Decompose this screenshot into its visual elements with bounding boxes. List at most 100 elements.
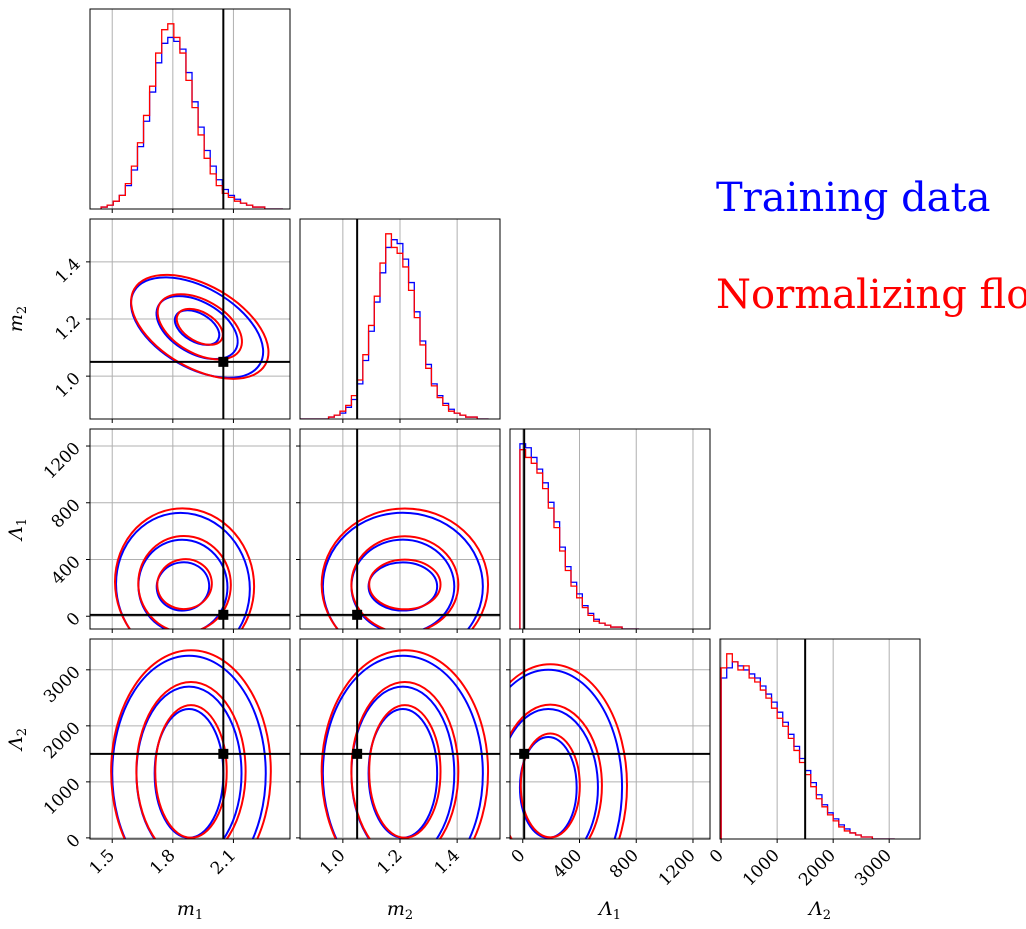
xlabel-main: Λ [597, 898, 613, 920]
panel-frame [89, 638, 291, 840]
truth-marker [519, 748, 530, 759]
hist-training-Λ2 [720, 661, 895, 839]
contour-training-2 [137, 538, 229, 629]
truth-marker [218, 748, 229, 759]
truth-marker [218, 609, 229, 620]
panel-Λ1-Λ2 [506, 638, 711, 843]
ytick-Λ1-1200: 1200 [40, 439, 85, 484]
panel-m2-m2 [299, 218, 501, 423]
xlabel-m1: m1 [177, 898, 203, 923]
contour-training-1 [155, 561, 211, 612]
xtick-Λ1-1200: 1200 [655, 846, 700, 891]
ylabel-main: Λ [5, 526, 27, 542]
hist-training-m2 [300, 239, 489, 419]
contour-flow-3 [320, 649, 490, 839]
panel-content [720, 639, 895, 839]
panel-Λ1-Λ1 [509, 428, 711, 633]
truth-marker [352, 748, 363, 759]
xlabel-main: m [387, 898, 405, 920]
contour-training-3 [129, 276, 265, 379]
ytick-m2-1.4: 1.4 [51, 254, 84, 287]
contour-flow-2 [350, 681, 460, 839]
contour-training-1 [173, 309, 221, 346]
xlabel-sub: 1 [613, 908, 621, 923]
xlabel-sub: 2 [823, 908, 831, 923]
hist-flow-m1 [100, 23, 283, 209]
ylabel-main: m [5, 314, 27, 332]
contour-flow-3 [320, 507, 490, 629]
panel-frame [719, 638, 921, 840]
contour-flow-1 [154, 704, 228, 839]
ylabel-Λ2: Λ2 [5, 728, 30, 752]
xlabel-main: Λ [807, 898, 823, 920]
contour-flow-2 [135, 681, 247, 839]
panel-m1-Λ1 [86, 428, 291, 633]
ytick-m2-1.2: 1.2 [51, 312, 84, 345]
panel-m2-Λ1 [296, 428, 501, 633]
panel-content [90, 429, 290, 629]
panel-m1-m2 [86, 218, 291, 423]
contour-flow-3 [510, 663, 628, 839]
contour-training-3 [321, 654, 484, 839]
xtick-m2-1.2: 1.2 [373, 846, 406, 879]
panel-frame [509, 428, 711, 630]
ytick-Λ2-1000: 1000 [40, 774, 85, 819]
panel-m1-m1 [89, 8, 291, 213]
contour-flow-3 [110, 649, 272, 839]
panel-content [300, 429, 500, 629]
contour-flow-2 [137, 534, 232, 629]
xtick-m1-2.1: 2.1 [207, 846, 240, 879]
xtick-m2-1.4: 1.4 [431, 846, 464, 879]
xtick-Λ1-400: 400 [549, 846, 586, 883]
contour-flow-2 [156, 293, 243, 361]
contour-flow-1 [368, 558, 442, 611]
contour-flow-1 [368, 704, 442, 839]
xtick-Λ2-3000: 3000 [851, 846, 896, 891]
truth-marker [218, 356, 229, 367]
contour-flow-1 [519, 732, 581, 839]
ytick-Λ2-2000: 2000 [40, 718, 85, 763]
panel-content [510, 639, 710, 839]
panel-content [300, 219, 489, 419]
contour-flow-3 [130, 273, 270, 380]
xtick-Λ2-1000: 1000 [739, 846, 784, 891]
contour-training-2 [510, 708, 599, 839]
contour-flow-2 [510, 703, 603, 839]
panel-frame [509, 638, 711, 840]
xlabel-m2: m2 [387, 898, 413, 923]
contour-flow-1 [156, 558, 213, 611]
contour-training-3 [510, 668, 624, 839]
ylabel-sub: 2 [15, 728, 30, 736]
ytick-Λ2-3000: 3000 [40, 662, 85, 707]
panel-content [300, 639, 500, 839]
legend-training: Training data [716, 175, 991, 221]
contour-flow-2 [350, 535, 460, 629]
xtick-m1-1.8: 1.8 [146, 846, 179, 879]
xlabel-Λ2: Λ2 [807, 898, 831, 923]
ylabel-sub: 1 [15, 518, 30, 526]
contour-flow-3 [114, 507, 256, 629]
ylabel-Λ1: Λ1 [5, 518, 30, 542]
panel-frame [89, 428, 291, 630]
xtick-Λ2-0: 0 [706, 846, 728, 868]
contour-training-3 [111, 654, 267, 839]
xlabel-main: m [177, 898, 195, 920]
panel-Λ2-Λ2 [719, 638, 921, 843]
ytick-m2-1.0: 1.0 [51, 369, 84, 402]
xlabel-sub: 2 [405, 908, 413, 923]
ytick-Λ1-800: 800 [48, 495, 85, 532]
hist-flow-Λ2 [720, 653, 895, 839]
contour-training-3 [115, 511, 251, 629]
xtick-m1-1.5: 1.5 [86, 846, 119, 879]
ylabel-main: Λ [5, 736, 27, 752]
ylabel-m2: m2 [5, 306, 30, 332]
panel-m1-Λ2 [86, 638, 291, 843]
legend-flow: Normalizing flow [716, 272, 1026, 318]
ytick-Λ1-400: 400 [48, 552, 85, 589]
hist-flow-m2 [300, 233, 489, 419]
xlabel-Λ1: Λ1 [597, 898, 621, 923]
ylabel-sub: 2 [15, 306, 30, 314]
xlabel-sub: 1 [195, 908, 203, 923]
panel-content [100, 9, 283, 209]
